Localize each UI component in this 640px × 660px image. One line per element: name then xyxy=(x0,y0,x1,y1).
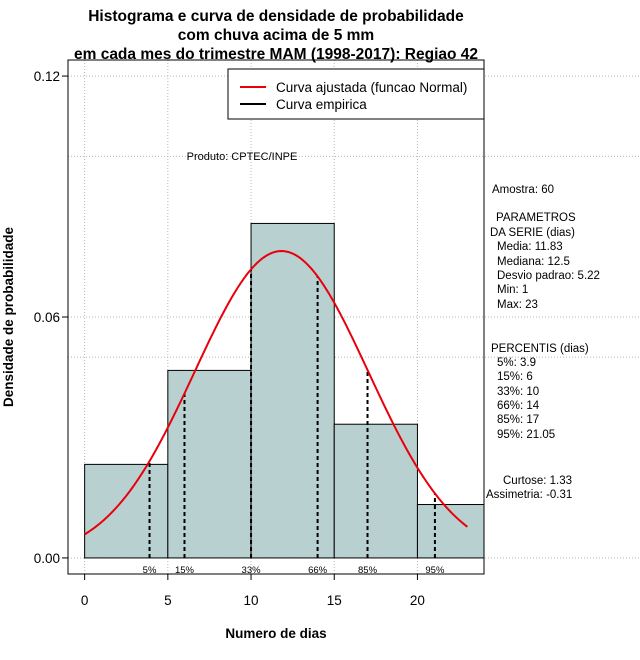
stat-sample: Amostra: 60 xyxy=(492,184,554,196)
percentile-label: 33% xyxy=(242,565,262,576)
x-tick-label: 20 xyxy=(410,593,425,608)
y-axis-label: Densidade de probabilidade xyxy=(1,226,16,407)
percentile-label: 95% xyxy=(425,565,445,576)
stat-median: Mediana: 12.5 xyxy=(497,256,570,268)
product-annotation: Produto: CPTEC/INPE xyxy=(187,151,298,163)
percentile-label: 5% xyxy=(143,565,157,576)
x-tick-label: 0 xyxy=(81,593,89,608)
params-header-line-1: PARAMETROS xyxy=(496,212,576,224)
legend-label-normal: Curva ajustada (funcao Normal) xyxy=(276,80,467,95)
legend-box xyxy=(227,68,485,120)
params-header-line-2: DA SERIE (dias) xyxy=(490,227,575,239)
percentile-label: 15% xyxy=(175,565,195,576)
stat-p5: 5%: 3.9 xyxy=(497,357,536,369)
y-tick-label: 0.06 xyxy=(34,310,60,325)
chart-title-line-3: em cada mes do trimestre MAM (1998-2017)… xyxy=(74,46,478,63)
chart-title-line-1: Histograma e curva de densidade de proba… xyxy=(88,8,464,25)
percentile-lines: 5% 15% 33% 66% 85% 95% xyxy=(143,269,445,576)
stat-p15: 15%: 6 xyxy=(497,371,533,383)
y-axis: 0.00 0.06 0.12 xyxy=(34,69,68,566)
x-tick-label: 15 xyxy=(327,593,342,608)
stat-max: Max: 23 xyxy=(497,299,538,311)
y-tick-label: 0.12 xyxy=(34,69,60,84)
histogram-bar xyxy=(250,222,335,559)
stat-mean: Media: 11.83 xyxy=(497,241,563,253)
normal-fit-curve xyxy=(84,250,468,536)
histogram-bar xyxy=(84,463,169,559)
histogram-bar xyxy=(416,504,485,559)
x-tick-label: 10 xyxy=(244,593,259,608)
stat-p66: 66%: 14 xyxy=(497,400,540,412)
stats-panel: Amostra: 60 PARAMETROS DA SERIE (dias) M… xyxy=(486,184,600,501)
stat-min: Min: 1 xyxy=(497,284,528,296)
stat-kurtosis: Curtose: 1.33 xyxy=(503,475,572,487)
percentiles-header: PERCENTIS (dias) xyxy=(491,343,589,355)
histogram-bar xyxy=(167,369,252,559)
legend: Curva ajustada (funcao Normal) Curva emp… xyxy=(227,68,485,120)
legend-label-empirical: Curva empirica xyxy=(276,97,367,112)
x-axis-label: Numero de dias xyxy=(225,626,326,641)
stat-p33: 33%: 10 xyxy=(497,386,539,398)
x-axis: 0 5 10 15 20 xyxy=(81,574,425,608)
stat-sd: Desvio padrao: 5.22 xyxy=(497,270,600,282)
histogram-bars xyxy=(84,222,485,559)
x-tick-label: 5 xyxy=(164,593,172,608)
chart-title-line-2: com chuva acima de 5 mm xyxy=(178,27,374,44)
stat-p85: 85%: 17 xyxy=(497,414,539,426)
percentile-label: 85% xyxy=(358,565,378,576)
y-tick-label: 0.00 xyxy=(34,551,60,566)
stat-skewness: Assimetria: -0.31 xyxy=(486,489,572,501)
stat-p95: 95%: 21.05 xyxy=(497,429,555,441)
histogram-bar xyxy=(333,423,418,559)
percentile-label: 66% xyxy=(308,565,328,576)
